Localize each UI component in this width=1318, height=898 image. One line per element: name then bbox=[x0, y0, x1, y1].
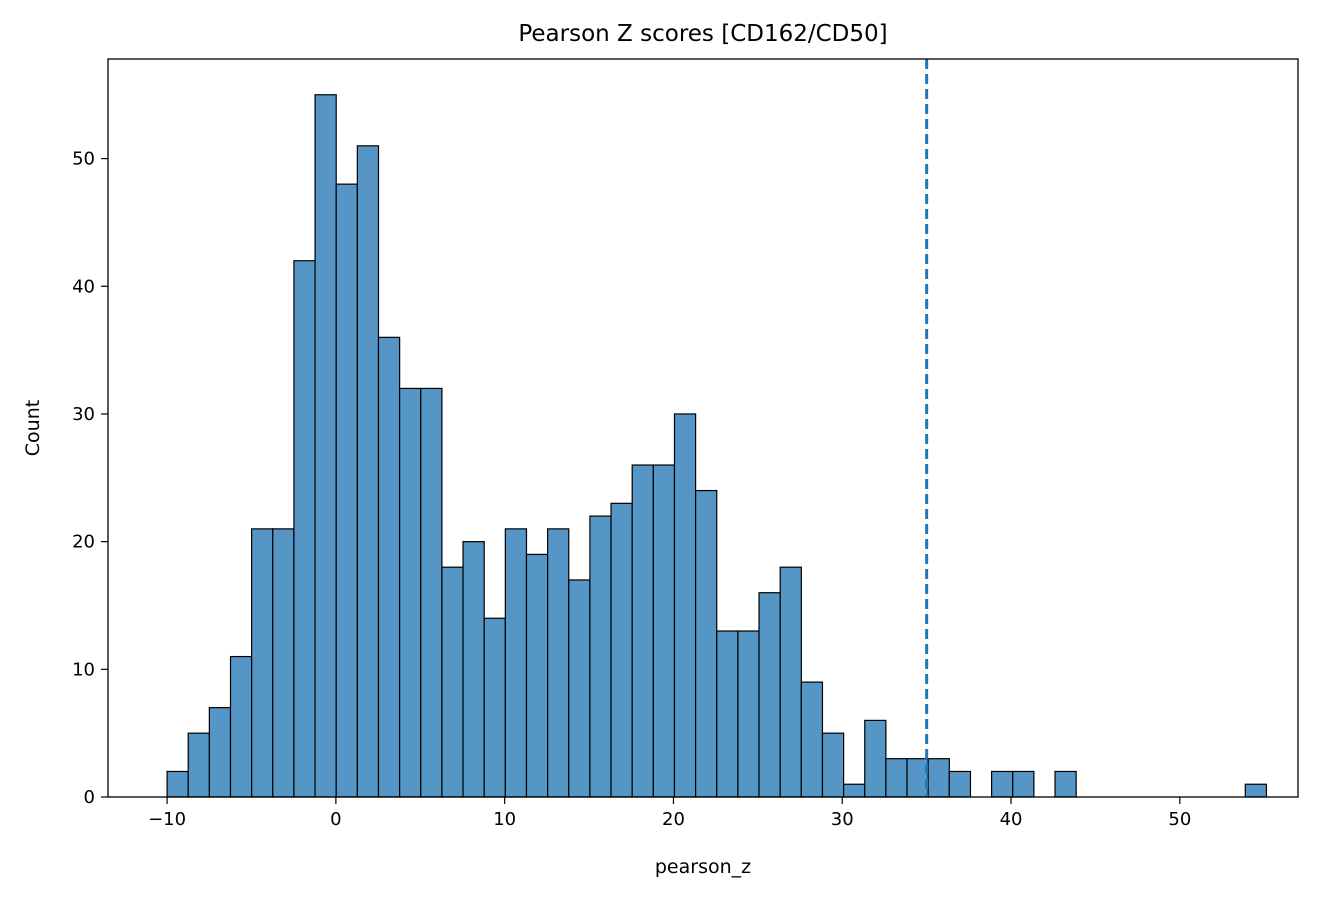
histogram-bar bbox=[356, 145, 380, 798]
histogram-bar bbox=[927, 758, 950, 798]
histogram-bar bbox=[208, 707, 232, 798]
histogram-bar bbox=[462, 541, 485, 798]
histogram-bar bbox=[399, 387, 422, 798]
histogram-bar bbox=[272, 528, 295, 798]
histogram-bar bbox=[948, 770, 972, 798]
histogram-bar bbox=[1054, 770, 1077, 798]
histogram-bar bbox=[906, 758, 929, 798]
x-tick-label: 40 bbox=[1000, 809, 1023, 830]
histogram-bar bbox=[843, 783, 866, 798]
histogram-bar bbox=[441, 566, 464, 798]
histogram-bar bbox=[1244, 783, 1268, 798]
histogram-bar bbox=[335, 183, 358, 798]
histogram-bar bbox=[716, 630, 739, 798]
histogram-bar bbox=[990, 770, 1014, 798]
histogram-bar bbox=[610, 502, 633, 798]
x-tick-label: −10 bbox=[148, 809, 186, 830]
histogram-bar bbox=[568, 579, 591, 798]
histogram-bar bbox=[885, 758, 908, 798]
histogram-bar bbox=[652, 464, 676, 798]
histogram-bar bbox=[673, 413, 697, 798]
x-axis-label: pearson_z bbox=[655, 856, 751, 878]
histogram-bar bbox=[864, 719, 887, 798]
histogram-bar bbox=[483, 617, 506, 798]
y-tick-label: 20 bbox=[72, 532, 95, 553]
y-tick-label: 0 bbox=[84, 787, 95, 808]
y-axis-label: Count bbox=[22, 400, 44, 456]
histogram-bar bbox=[779, 566, 802, 798]
x-tick-label: 50 bbox=[1168, 809, 1191, 830]
y-tick-label: 30 bbox=[72, 404, 95, 425]
y-tick-label: 50 bbox=[72, 149, 95, 170]
x-tick-label: 20 bbox=[662, 809, 685, 830]
plot-frame bbox=[107, 58, 1299, 798]
x-tick-label: 30 bbox=[831, 809, 854, 830]
histogram-bar bbox=[631, 464, 654, 798]
histogram-bar bbox=[251, 528, 274, 798]
histogram-bar bbox=[187, 732, 210, 798]
histogram-bar bbox=[695, 489, 718, 798]
histogram-bar bbox=[547, 528, 570, 798]
histogram-bar bbox=[1012, 770, 1035, 798]
x-axis-ticks: −10 0 10 20 30 40 50 bbox=[148, 797, 1191, 830]
histogram-bar bbox=[589, 515, 612, 798]
histogram-bar bbox=[420, 387, 443, 798]
chart-title: Pearson Z scores [CD162/CD50] bbox=[518, 21, 887, 47]
x-tick-label: 10 bbox=[493, 809, 516, 830]
histogram-bar bbox=[525, 553, 549, 798]
histogram-bar bbox=[293, 260, 316, 798]
x-tick-label: 0 bbox=[330, 809, 341, 830]
y-tick-label: 10 bbox=[72, 659, 95, 680]
histogram-bar bbox=[229, 655, 253, 798]
histogram-bar bbox=[800, 681, 824, 798]
histogram-bar bbox=[504, 528, 528, 798]
y-axis-ticks: 0 10 20 30 40 50 bbox=[72, 149, 108, 808]
histogram-bar bbox=[377, 336, 401, 798]
histogram-bar bbox=[314, 94, 337, 798]
histogram-bars bbox=[166, 94, 1268, 798]
histogram-bar bbox=[166, 770, 189, 798]
y-tick-label: 40 bbox=[72, 276, 95, 297]
histogram-bar bbox=[821, 732, 845, 798]
histogram-bar bbox=[758, 592, 781, 798]
histogram-bar bbox=[737, 630, 760, 798]
